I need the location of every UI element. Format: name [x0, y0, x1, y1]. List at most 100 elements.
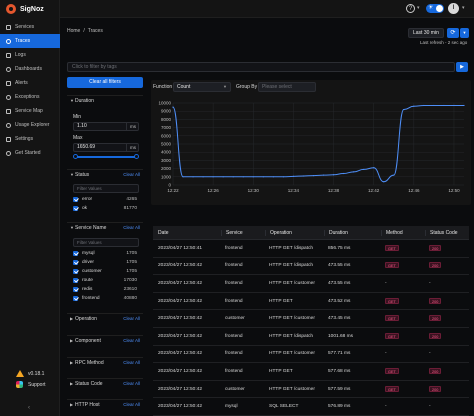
cell-status: -	[425, 351, 469, 356]
search-button[interactable]: ▶	[456, 62, 468, 72]
filter-option[interactable]: redis 23610	[73, 285, 139, 294]
help-icon[interactable]: ?	[406, 4, 415, 13]
column-header-operation[interactable]: Operation	[265, 229, 324, 236]
refresh-button[interactable]: ⟳	[447, 28, 459, 38]
filter-section-clear-button[interactable]: Clear All	[123, 381, 140, 386]
table-row[interactable]: 2023/04/27 12:50:42 mysql SQL SELECT 576.89…	[153, 398, 469, 416]
data-point	[192, 176, 194, 178]
duration-slider[interactable]	[73, 154, 139, 159]
checkbox[interactable]	[73, 260, 78, 265]
operation-value: HTTP GET	[269, 298, 293, 304]
column-header-date[interactable]: Date	[158, 229, 169, 236]
data-point	[383, 181, 385, 183]
filter-option[interactable]: customer 1705	[73, 267, 139, 276]
filter-option[interactable]: mysql 1705	[73, 249, 139, 258]
tag-filter-input[interactable]: Click to filter by tags	[67, 62, 455, 72]
cell-duration: 577.59 ms	[324, 387, 381, 392]
refresh-dropdown-button[interactable]: ▼	[460, 28, 469, 38]
table-row[interactable]: 2023/04/27 12:50:42 frontend HTTP GET /dis…	[153, 328, 469, 346]
filter-section-component[interactable]: ▶ Component Clear All	[67, 335, 143, 345]
table-row[interactable]: 2023/04/27 12:50:42 frontend HTTP GET 577.6…	[153, 363, 469, 381]
table-row[interactable]: 2023/04/27 12:50:41 frontend HTTP GET /dis…	[153, 240, 469, 258]
filter-section-status-code[interactable]: ▶ Status Code Clear All	[67, 378, 143, 388]
column-header-status-code[interactable]: Status Code	[425, 229, 469, 236]
status-filter-input[interactable]: Filter Values	[73, 184, 139, 193]
checkbox[interactable]	[73, 206, 78, 211]
checkbox[interactable]	[73, 278, 78, 283]
breadcrumb-home[interactable]: Home	[67, 28, 81, 34]
status-clear-button[interactable]: Clear All	[123, 172, 140, 177]
chevron-down-icon[interactable]: ▾	[417, 5, 420, 11]
clear-all-filters-button[interactable]: Clear all filters	[67, 77, 143, 88]
column-header-service[interactable]: Service	[221, 229, 265, 236]
operation-value: HTTP GET /dispatch	[269, 263, 314, 269]
table-row[interactable]: 2023/04/27 12:50:42 customer HTTP GET /cus…	[153, 310, 469, 328]
y-tick-label: 9000	[161, 109, 172, 114]
cell-method: GET	[381, 315, 425, 322]
filter-section-clear-button[interactable]: Clear All	[123, 338, 140, 343]
filter-option[interactable]: ok 81770	[73, 204, 139, 213]
table-row[interactable]: 2023/04/27 12:50:42 frontend HTTP GET /cus…	[153, 275, 469, 293]
column-header-method[interactable]: Method	[381, 229, 425, 236]
filter-option[interactable]: frontend 40880	[73, 294, 139, 303]
sidebar-item-traces[interactable]: Traces	[0, 34, 60, 48]
group-by-select[interactable]: Please select	[258, 82, 316, 92]
checkbox[interactable]	[73, 287, 78, 292]
sidebar-item-settings[interactable]: Settings	[0, 132, 60, 146]
table-row[interactable]: 2023/04/27 12:50:42 frontend HTTP GET /dis…	[153, 258, 469, 276]
chevron-down-icon[interactable]: ▾	[462, 5, 465, 11]
filter-option[interactable]: driver 1705	[73, 258, 139, 267]
sidebar-item-service-map[interactable]: Service Map	[0, 104, 60, 118]
filter-option-count: 23610	[123, 287, 137, 292]
brand[interactable]: SigNoz	[6, 4, 44, 14]
cell-status: 200	[425, 315, 469, 322]
warning-icon	[16, 370, 24, 377]
sidebar-item-label: Get Started	[15, 150, 41, 156]
version-badge[interactable]: v0.18.1	[0, 368, 60, 379]
table-row[interactable]: 2023/04/27 12:50:42 frontend HTTP GET /cus…	[153, 346, 469, 364]
sidebar-item-logs[interactable]: Logs	[0, 48, 60, 62]
duration-section-header[interactable]: ▼ Duration	[67, 95, 143, 105]
sidebar-item-usage-explorer[interactable]: Usage Explorer	[0, 118, 60, 132]
table-row[interactable]: 2023/04/27 12:50:42 customer HTTP GET /cus…	[153, 381, 469, 399]
filter-option[interactable]: error 4265	[73, 195, 139, 204]
cell-service: frontend	[221, 334, 265, 339]
sidebar-item-exceptions[interactable]: Exceptions	[0, 90, 60, 104]
checkbox[interactable]	[73, 251, 78, 256]
service-name-clear-button[interactable]: Clear All	[123, 225, 140, 230]
cell-method: GET	[381, 297, 425, 305]
column-header-duration[interactable]: Duration	[324, 229, 381, 236]
sidebar-item-alerts[interactable]: Alerts	[0, 76, 60, 90]
filter-section-clear-button[interactable]: Clear All	[123, 360, 140, 365]
toggle-knob	[436, 5, 443, 12]
slack-icon	[16, 381, 23, 388]
service-name-section-header[interactable]: ▼ Service Name Clear All	[67, 222, 143, 232]
sidebar-item-get-started[interactable]: Get Started	[0, 146, 60, 160]
theme-toggle[interactable]: ☀	[426, 4, 444, 13]
service-name-filter-input[interactable]: Filter Values	[73, 238, 139, 247]
filter-section-clear-button[interactable]: Clear All	[123, 316, 140, 321]
support-label: Support	[28, 381, 46, 388]
status-section-header[interactable]: ▼ Status Clear All	[67, 169, 143, 179]
filter-option-label: customer	[82, 269, 102, 274]
support-link[interactable]: Support	[0, 379, 60, 390]
time-range-select[interactable]: Last 30 min	[408, 28, 444, 38]
slider-handle-max[interactable]	[134, 154, 139, 159]
filter-section-http-host[interactable]: ▶ HTTP Host Clear All	[67, 399, 143, 409]
function-select[interactable]: Count ▼	[173, 82, 231, 92]
sidebar-item-services[interactable]: Services	[0, 20, 60, 34]
filter-section-rpc-method[interactable]: ▶ RPC Method Clear All	[67, 357, 143, 367]
avatar[interactable]: I	[448, 3, 459, 14]
checkbox[interactable]	[73, 269, 78, 274]
checkbox[interactable]	[73, 197, 78, 202]
slider-handle-min[interactable]	[73, 154, 78, 159]
filter-section-operation[interactable]: ▶ Operation Clear All	[67, 313, 143, 323]
filter-option[interactable]: route 17030	[73, 276, 139, 285]
sidebar-item-dashboards[interactable]: Dashboards	[0, 62, 60, 76]
duration-min-input[interactable]: 1.10 ms	[73, 122, 139, 131]
duration-max-input[interactable]: 1650.69 ms	[73, 143, 139, 152]
checkbox[interactable]	[73, 296, 78, 301]
collapse-sidebar-button[interactable]: ‹	[28, 405, 30, 411]
filter-section-clear-button[interactable]: Clear All	[123, 402, 140, 407]
table-row[interactable]: 2023/04/27 12:50:42 frontend HTTP GET 473.5…	[153, 293, 469, 311]
